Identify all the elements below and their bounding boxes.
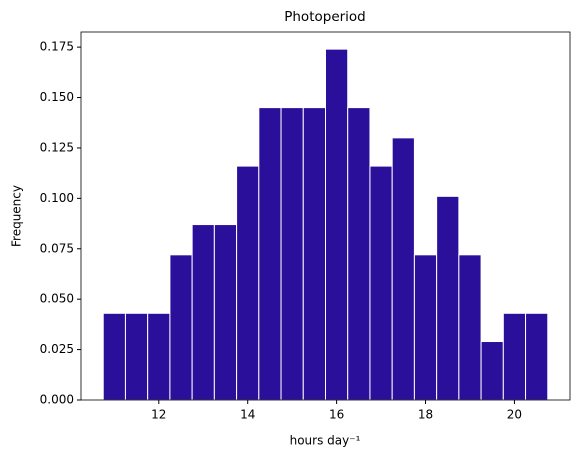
y-tick-label: 0.175 bbox=[40, 40, 74, 54]
bar bbox=[325, 48, 349, 401]
y-tick-label: 0.150 bbox=[40, 90, 74, 104]
y-tick-label: 0.125 bbox=[40, 140, 74, 154]
bar bbox=[147, 312, 171, 401]
bar bbox=[502, 312, 527, 401]
x-tick-label: 18 bbox=[418, 408, 433, 422]
chart-title: Photoperiod bbox=[284, 9, 366, 25]
plot-frame bbox=[80, 31, 571, 401]
y-tick-label: 0.100 bbox=[40, 191, 74, 205]
bar bbox=[369, 165, 393, 401]
bar bbox=[302, 107, 327, 401]
bar bbox=[391, 137, 415, 401]
y-tick-label: 0.025 bbox=[40, 342, 74, 356]
y-axis-label: Frequency bbox=[10, 185, 24, 247]
bar bbox=[480, 341, 504, 401]
bar bbox=[258, 107, 282, 401]
bar bbox=[191, 224, 215, 401]
bar bbox=[525, 312, 549, 401]
x-tick-label: 14 bbox=[240, 408, 255, 422]
y-tick-label: 0.000 bbox=[40, 393, 74, 407]
bar bbox=[213, 224, 238, 401]
y-tick-label: 0.075 bbox=[40, 241, 74, 255]
bar bbox=[102, 312, 126, 401]
bar bbox=[436, 195, 460, 401]
bar bbox=[458, 254, 482, 401]
bar bbox=[280, 107, 304, 401]
x-axis-label: hours day⁻¹ bbox=[290, 434, 361, 448]
bar bbox=[347, 107, 371, 401]
x-tick-label: 12 bbox=[151, 408, 166, 422]
bar bbox=[124, 312, 149, 401]
x-tick-label: 16 bbox=[329, 408, 344, 422]
x-tick-label: 20 bbox=[507, 408, 522, 422]
bar bbox=[169, 254, 193, 401]
bar bbox=[236, 165, 260, 401]
y-tick-label: 0.050 bbox=[40, 292, 74, 306]
bar bbox=[413, 254, 438, 401]
